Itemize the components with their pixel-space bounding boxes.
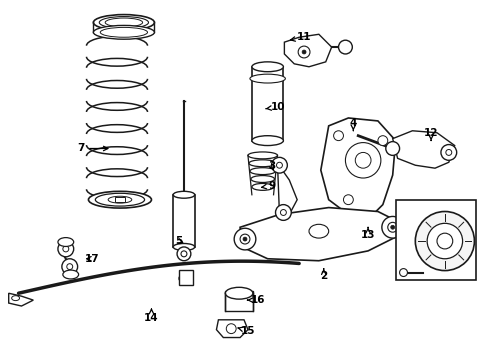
Text: 8: 8 <box>103 19 120 30</box>
Circle shape <box>391 225 394 229</box>
Ellipse shape <box>252 62 283 72</box>
Circle shape <box>58 241 74 257</box>
Circle shape <box>339 40 352 54</box>
Ellipse shape <box>94 15 154 30</box>
Text: 10: 10 <box>266 102 286 112</box>
Circle shape <box>378 136 388 145</box>
Bar <box>173 195 195 247</box>
Circle shape <box>441 145 457 160</box>
Bar <box>115 197 125 202</box>
Text: 9: 9 <box>262 181 275 191</box>
Circle shape <box>386 141 399 156</box>
Circle shape <box>63 246 69 252</box>
Text: 15: 15 <box>238 326 255 336</box>
Ellipse shape <box>89 191 151 208</box>
Circle shape <box>437 233 453 249</box>
Polygon shape <box>321 118 395 219</box>
Circle shape <box>334 131 343 141</box>
Text: 12: 12 <box>424 128 439 140</box>
Text: 16: 16 <box>247 295 265 305</box>
Polygon shape <box>9 293 33 306</box>
Ellipse shape <box>252 136 283 145</box>
Ellipse shape <box>63 270 78 279</box>
Ellipse shape <box>250 74 285 83</box>
Text: 17: 17 <box>85 254 99 264</box>
Text: 3: 3 <box>268 161 275 171</box>
Circle shape <box>399 269 408 276</box>
Circle shape <box>345 143 381 178</box>
Polygon shape <box>392 131 455 168</box>
Ellipse shape <box>252 184 273 190</box>
Bar <box>252 67 283 141</box>
Text: 4: 4 <box>349 118 357 131</box>
Text: 11: 11 <box>291 32 311 42</box>
Text: 14: 14 <box>144 309 159 323</box>
Polygon shape <box>277 163 297 215</box>
Circle shape <box>298 46 310 58</box>
Circle shape <box>62 259 77 275</box>
Circle shape <box>446 149 452 156</box>
Circle shape <box>240 234 250 244</box>
Circle shape <box>388 222 397 232</box>
Bar <box>225 291 253 311</box>
Circle shape <box>275 204 291 220</box>
Circle shape <box>276 162 282 168</box>
Text: 13: 13 <box>361 228 375 240</box>
Circle shape <box>67 264 73 270</box>
Ellipse shape <box>250 168 275 175</box>
Ellipse shape <box>225 287 253 299</box>
Text: 6: 6 <box>98 197 115 207</box>
Ellipse shape <box>248 152 277 159</box>
Circle shape <box>416 212 474 271</box>
Circle shape <box>234 228 256 250</box>
Bar <box>395 200 476 280</box>
Circle shape <box>382 216 404 238</box>
Text: 5: 5 <box>175 236 183 246</box>
Circle shape <box>181 251 187 257</box>
Circle shape <box>280 210 286 215</box>
Circle shape <box>343 195 353 204</box>
Circle shape <box>177 247 191 261</box>
Polygon shape <box>284 34 332 67</box>
Circle shape <box>243 237 247 241</box>
Ellipse shape <box>179 274 193 283</box>
Circle shape <box>355 152 371 168</box>
Ellipse shape <box>173 191 195 198</box>
Text: 7: 7 <box>77 144 108 153</box>
Ellipse shape <box>309 224 329 238</box>
Text: 1: 1 <box>434 258 441 268</box>
Polygon shape <box>217 320 248 338</box>
Bar <box>179 270 193 285</box>
Polygon shape <box>240 208 397 261</box>
Circle shape <box>271 157 287 173</box>
Ellipse shape <box>58 238 74 247</box>
Ellipse shape <box>173 243 195 251</box>
Ellipse shape <box>94 26 154 39</box>
Circle shape <box>302 50 306 54</box>
Ellipse shape <box>249 160 276 167</box>
Ellipse shape <box>251 176 274 183</box>
Circle shape <box>427 223 463 259</box>
Text: 2: 2 <box>320 269 327 282</box>
